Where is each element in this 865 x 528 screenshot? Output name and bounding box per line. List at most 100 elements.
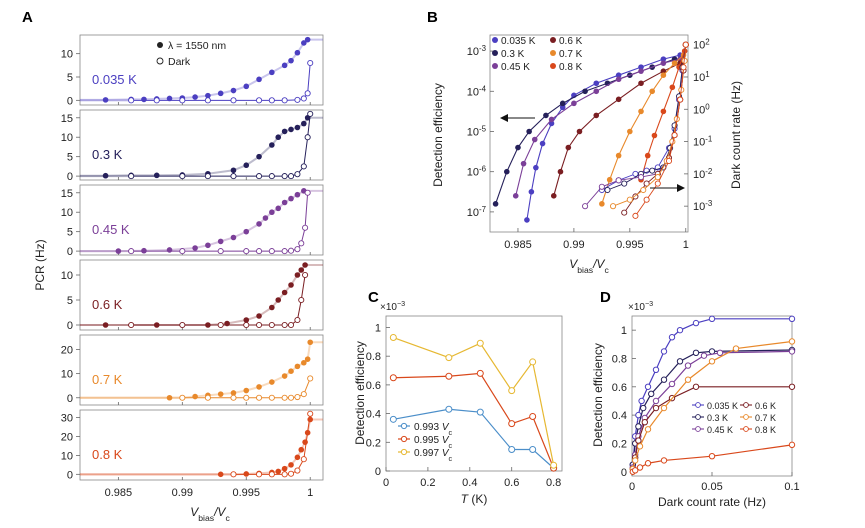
y-tick-label: 0 xyxy=(621,467,627,479)
temperature-label: 0.6 K xyxy=(92,297,123,312)
series-point xyxy=(508,420,516,428)
dark-point xyxy=(179,394,186,401)
dark-point xyxy=(643,196,650,203)
de-point xyxy=(571,100,577,107)
de-point xyxy=(548,116,555,123)
light-point xyxy=(294,363,301,370)
de-point xyxy=(559,104,566,111)
light-point xyxy=(243,317,250,323)
series-point xyxy=(644,460,652,467)
de-point xyxy=(515,144,521,151)
dark-point xyxy=(302,271,309,279)
light-point xyxy=(294,272,301,278)
legend-label: 0.995 Vc xyxy=(414,435,452,450)
legend-dark-marker xyxy=(156,57,164,65)
legend-marker xyxy=(550,50,556,56)
series-point xyxy=(660,348,668,355)
dark-point xyxy=(281,97,288,104)
y-tick-label: 1 xyxy=(621,325,627,337)
legend-marker xyxy=(550,63,556,69)
dark-point xyxy=(604,186,611,194)
dark-point xyxy=(256,471,263,478)
dark-point xyxy=(298,240,305,247)
legend-light-marker xyxy=(157,42,163,48)
y-tick-label: 10 xyxy=(61,132,73,144)
x-tick-label: 0.05 xyxy=(701,481,722,493)
light-point xyxy=(294,191,301,198)
legend-marker xyxy=(550,37,556,43)
dark-point xyxy=(665,157,673,165)
y-tick-label: 1 xyxy=(375,322,381,334)
legend-label: 0.7 K xyxy=(559,49,583,60)
dark-point xyxy=(294,467,301,474)
legend-label: 0.6 K xyxy=(755,401,776,411)
light-point xyxy=(298,446,305,453)
legend-label: 0.6 K xyxy=(559,36,583,47)
dark-point xyxy=(304,134,311,141)
dark-point xyxy=(307,59,314,67)
dark-point xyxy=(654,174,661,181)
legend-label: 0.8 K xyxy=(559,62,583,73)
x-tick-label: 1 xyxy=(307,487,313,499)
dark-point xyxy=(281,321,288,329)
legend-marker xyxy=(743,402,749,408)
dark-point xyxy=(294,246,301,253)
dark-point xyxy=(287,394,295,401)
light-point xyxy=(166,247,173,253)
series-point xyxy=(684,362,692,369)
light-point xyxy=(217,90,224,97)
dark-point xyxy=(179,248,186,255)
de-point xyxy=(651,132,658,139)
x-tick-label: 1 xyxy=(683,239,689,251)
dark-point xyxy=(610,203,617,210)
series-point xyxy=(644,383,652,390)
de-point xyxy=(503,168,510,175)
series-point xyxy=(529,445,537,453)
series-point xyxy=(508,387,516,395)
dark-point xyxy=(128,248,135,255)
dark-point xyxy=(626,196,633,203)
series-point xyxy=(476,369,484,377)
legend-marker xyxy=(695,426,701,432)
legend-label: 0.993 Vc xyxy=(414,422,452,437)
light-point xyxy=(281,373,288,379)
panel-c: 0 0.2 0.4 0.6 0.8 0 0.2 0.4 0.6 0.8 1 ×10−3 0.993 Vc… xyxy=(353,299,563,506)
y-tick-label-right: 10-1 xyxy=(693,134,713,149)
y-tick-label: 10 xyxy=(61,270,73,282)
de-point xyxy=(512,193,519,199)
light-point xyxy=(153,172,160,179)
dark-point xyxy=(649,167,656,174)
y-tick-label: 0.6 xyxy=(366,380,381,392)
dark-point xyxy=(654,180,661,187)
dark-point xyxy=(307,375,314,382)
dark-point xyxy=(268,248,275,255)
light-point xyxy=(192,393,198,400)
subplot-frame xyxy=(79,34,324,106)
de-point xyxy=(593,88,600,95)
light-point xyxy=(275,297,282,303)
light-point xyxy=(102,322,109,328)
x-tick-label: 0.1 xyxy=(784,481,799,493)
series-point xyxy=(692,319,700,327)
light-point xyxy=(269,142,275,148)
dark-point xyxy=(287,247,295,254)
light-point xyxy=(288,462,294,468)
de-series-line xyxy=(515,58,681,196)
dark-point xyxy=(302,224,309,231)
de-point xyxy=(644,152,651,159)
y-tick-label-right: 102 xyxy=(693,37,710,52)
legend-marker xyxy=(743,426,749,432)
panel-a-subplot: 0 5 10 15 0.45 K xyxy=(61,184,324,258)
de-point xyxy=(559,100,566,107)
y-tick-label: 0 xyxy=(67,320,73,332)
de-point xyxy=(576,128,583,135)
light-point xyxy=(301,359,307,366)
y-tick-label: 30 xyxy=(61,413,73,425)
x-tick-label: 0.995 xyxy=(232,487,260,499)
light-point xyxy=(281,199,288,206)
light-point xyxy=(115,248,122,254)
light-point xyxy=(224,320,230,327)
dark-point xyxy=(294,316,301,324)
light-point xyxy=(302,262,308,268)
y-tick-label: 20 xyxy=(61,344,73,356)
